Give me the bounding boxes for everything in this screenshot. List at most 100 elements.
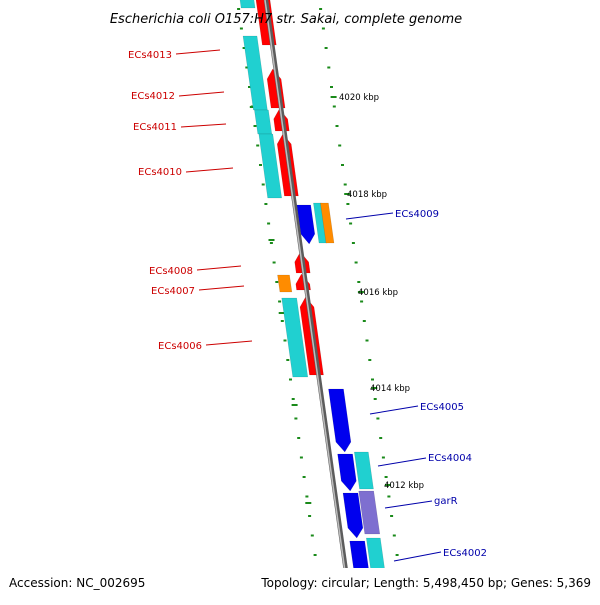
- tick-mark: [259, 164, 262, 166]
- gene-label-ecs4007[interactable]: ECs4007: [151, 286, 195, 297]
- leader-line: [175, 49, 221, 55]
- tick-mark: [351, 242, 355, 244]
- gene-label-ecs4002[interactable]: ECs4002: [443, 548, 487, 559]
- tick-mark: [335, 125, 339, 127]
- leader-line: [198, 285, 245, 291]
- major-tick: [268, 239, 275, 241]
- tick-mark: [368, 359, 372, 361]
- backbone: [263, 0, 353, 601]
- tick-mark: [373, 398, 377, 400]
- accession-text: Accession: NC_002695: [9, 576, 145, 590]
- tick-mark: [278, 300, 282, 303]
- leader-line: [205, 340, 253, 346]
- tick-mark: [387, 495, 391, 498]
- gene-label-ecs4004[interactable]: ECs4004: [428, 453, 472, 464]
- tick-mark: [376, 417, 380, 420]
- tick-mark: [321, 27, 325, 30]
- tick-mark: [269, 242, 273, 244]
- major-tick: [357, 291, 364, 293]
- leader-line: [384, 500, 433, 509]
- major-tick: [291, 404, 298, 406]
- tick-mark: [346, 203, 350, 205]
- gene-label-ecs4006[interactable]: ECs4006: [158, 341, 202, 352]
- gene-label-ecs4005[interactable]: ECs4005: [420, 402, 464, 413]
- tick-mark: [392, 534, 396, 537]
- tick-mark: [338, 144, 342, 147]
- tick-mark: [305, 495, 309, 498]
- gene-labels: ECs4013 ECs4012 ECs4011 ECs4010 ECs4008 …: [128, 50, 487, 559]
- kbp-scale: 4020 kbp 4018 kbp 4016 kbp 4014 kbp 4012…: [339, 93, 424, 491]
- major-tick: [278, 312, 285, 314]
- kbp-label: 4014 kbp: [370, 384, 410, 394]
- gene-label-ecs4009[interactable]: ECs4009: [395, 209, 439, 220]
- tick-mark: [308, 515, 312, 517]
- tick-mark: [280, 320, 284, 322]
- backbone-highlight: [264, 0, 350, 601]
- leader-line: [196, 265, 242, 271]
- leader-line: [393, 551, 442, 562]
- tick-mark: [264, 203, 268, 205]
- gene-label-ecs4011[interactable]: ECs4011: [133, 122, 177, 133]
- tick-mark: [297, 437, 301, 439]
- major-tick: [330, 96, 337, 98]
- leader-line: [180, 123, 227, 128]
- tick-mark: [242, 47, 246, 49]
- backbone-line: [263, 0, 353, 601]
- tick-mark: [248, 86, 251, 88]
- cds-segment: [239, 0, 256, 9]
- tick-mark: [310, 534, 314, 537]
- cds-segment: [358, 490, 381, 535]
- tick-mark: [289, 378, 292, 381]
- gene-label-ecs4008[interactable]: ECs4008: [149, 266, 193, 277]
- tick-mark: [362, 320, 366, 322]
- tick-mark: [371, 378, 374, 381]
- gene-arrow: [342, 492, 364, 539]
- major-tick: [344, 193, 351, 195]
- gene-label-ecs4013[interactable]: ECs4013: [128, 50, 172, 61]
- gene-label-garr[interactable]: garR: [434, 496, 458, 507]
- gene-label-ecs4012[interactable]: ECs4012: [131, 91, 175, 102]
- tick-mark: [349, 222, 353, 225]
- label-leader-lines: [175, 49, 442, 562]
- tick-mark: [272, 261, 276, 264]
- tick-mark: [286, 359, 290, 361]
- major-tick: [384, 484, 391, 486]
- major-tick: [305, 502, 312, 504]
- cds-segment: [320, 202, 335, 244]
- cds-segment: [354, 451, 374, 490]
- tick-mark: [319, 8, 323, 10]
- tick-mark: [327, 66, 331, 69]
- kbp-label: 4016 kbp: [358, 288, 398, 298]
- tick-mark: [354, 261, 358, 264]
- leader-line: [185, 167, 234, 173]
- tick-mark: [299, 456, 303, 459]
- tick-marks: [237, 8, 404, 595]
- tick-mark: [313, 554, 317, 556]
- tick-mark: [253, 125, 257, 127]
- tick-mark: [275, 281, 279, 283]
- kbp-label: 4020 kbp: [339, 93, 379, 103]
- tick-mark: [256, 144, 260, 147]
- tick-mark: [341, 164, 344, 166]
- tick-mark: [395, 554, 399, 556]
- tick-mark: [267, 222, 271, 225]
- tick-mark: [283, 339, 287, 342]
- feature-arrows: [239, 0, 390, 601]
- major-tick: [371, 387, 378, 389]
- kbp-label: 4018 kbp: [347, 190, 387, 200]
- tick-mark: [357, 281, 361, 283]
- genome-info-text: Topology: circular; Length: 5,498,450 bp…: [260, 576, 591, 590]
- leader-line: [178, 91, 225, 97]
- tick-mark: [343, 183, 347, 186]
- gene-label-ecs4010[interactable]: ECs4010: [138, 167, 182, 178]
- map-title: Escherichia coli O157:H7 str. Sakai, com…: [110, 12, 462, 27]
- tick-mark: [261, 183, 265, 186]
- tick-mark: [360, 300, 364, 303]
- gene-arrow: [328, 388, 352, 453]
- tick-mark: [365, 339, 369, 342]
- cds-segment: [281, 297, 309, 378]
- leader-line: [345, 212, 394, 220]
- major-tick: [249, 106, 256, 108]
- tick-mark: [332, 105, 336, 108]
